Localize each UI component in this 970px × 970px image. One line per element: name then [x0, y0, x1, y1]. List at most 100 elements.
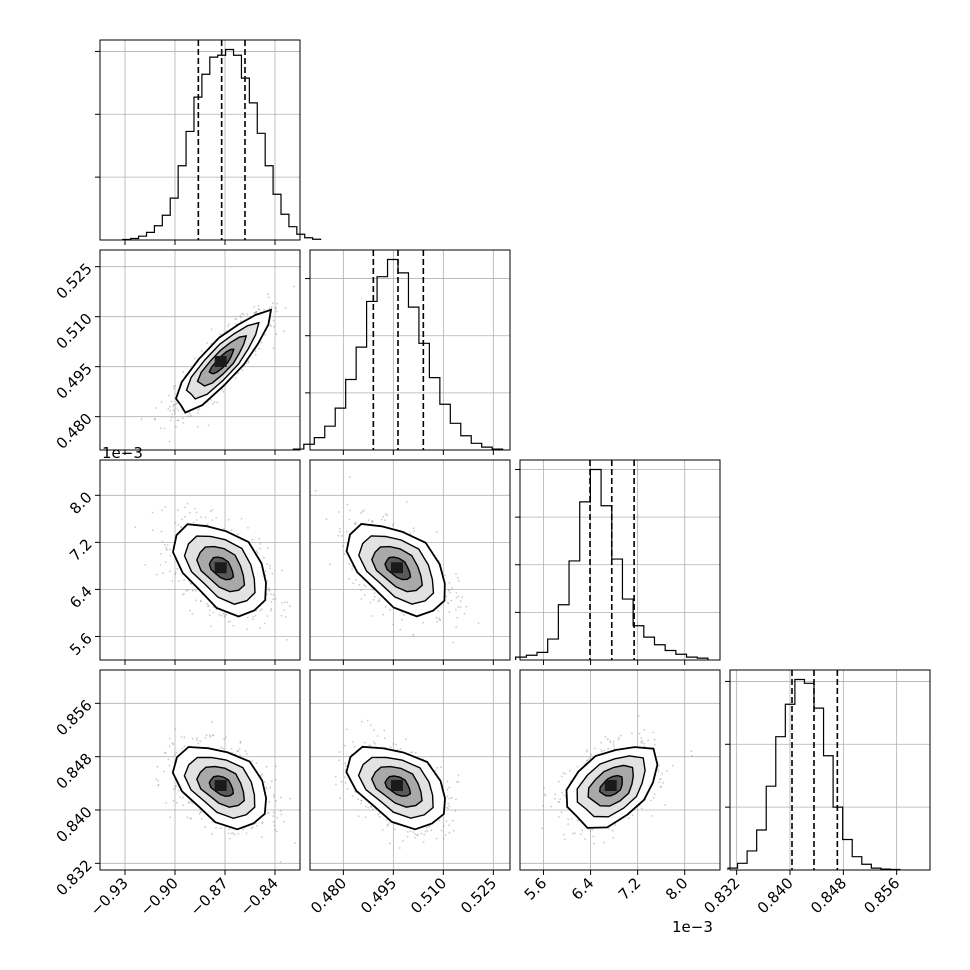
panel-2-1-point — [348, 476, 351, 478]
panel-3-2-point — [652, 731, 655, 734]
panel-1-0-point — [168, 440, 171, 443]
histogram-3-frame — [729, 669, 931, 871]
panel-2-0-point — [259, 609, 262, 612]
panel-3-1-point — [388, 842, 391, 845]
panel-2-1-point — [388, 609, 391, 611]
panel-2-1 — [309, 459, 511, 665]
panel-2-1-point — [401, 618, 403, 621]
panel-1-0-point — [172, 408, 175, 411]
panel-2-1-point — [392, 623, 395, 626]
panel-2-0-point — [184, 515, 187, 518]
panel-3-0-point — [279, 796, 282, 799]
panel-3-1-point — [414, 752, 417, 754]
panel-3-1-point — [365, 805, 367, 808]
panel-2-0-point — [280, 614, 283, 617]
panel-1-0-point — [270, 306, 273, 308]
panel-1-0-point — [198, 408, 201, 410]
panel-2-0-point — [229, 620, 232, 623]
panel-3-1-point — [360, 799, 362, 802]
panel-1-0-point — [228, 323, 230, 325]
panel-3-0-frame — [99, 669, 301, 871]
panel-1-0-point — [269, 325, 272, 327]
panel-2-0-point — [255, 550, 258, 552]
panel-3-0-point — [272, 811, 275, 814]
panel-2-0-point — [195, 519, 198, 521]
panel-2-1-point — [445, 595, 448, 598]
panel-3-0-point — [182, 796, 184, 799]
panel-3-0-point — [267, 812, 269, 814]
panel-2-1-point — [354, 578, 357, 581]
panel-2-0-point — [181, 593, 184, 596]
panel-3-0-point — [198, 812, 201, 815]
panel-3-1-point — [360, 800, 363, 802]
panel-2-1-point — [351, 565, 354, 568]
panel-2-0-point — [181, 518, 184, 521]
panel-3-1-point — [406, 835, 409, 838]
panel-3-2-point — [554, 793, 557, 796]
panel-1-0-point — [275, 310, 278, 313]
panel-3-0-point — [197, 742, 200, 745]
panel-3-0-point — [270, 780, 273, 783]
panel-2-0-point — [254, 614, 257, 617]
histogram-3-steps — [727, 678, 901, 871]
panel-1-0-point — [284, 307, 287, 309]
panel-2-0-point — [270, 609, 272, 612]
panel-2-0-point — [230, 529, 233, 532]
panel-2-1-point — [412, 633, 415, 636]
panel-3-1-point — [455, 798, 457, 801]
panel-2-1-point — [314, 489, 317, 492]
panel-1-0-point — [189, 412, 192, 415]
panel-3-1-point — [414, 836, 417, 839]
panel-1-0-point — [181, 417, 184, 420]
panel-2-1-point — [361, 510, 364, 513]
panel-2-0-point — [185, 589, 188, 592]
panel-3-1-point — [440, 829, 443, 832]
panel-2-0-point — [163, 543, 166, 546]
panel-2-1-point — [455, 608, 457, 611]
panel-1-0-point — [177, 419, 179, 422]
panel-3-1-point — [335, 783, 337, 786]
panel-1-0-point — [237, 372, 239, 375]
panel-3-1-point — [346, 788, 349, 790]
panel-2-0-point — [286, 601, 289, 604]
panel-1-0-point — [234, 377, 237, 379]
panel-3-0-peak — [214, 780, 227, 791]
panel-2-0-point — [180, 526, 183, 529]
panel-1-0-point — [254, 350, 257, 353]
panel-3-1-point — [435, 837, 438, 840]
panel-2-0 — [95, 459, 301, 665]
panel-2-0-point — [177, 580, 180, 582]
panel-2-0-point — [199, 600, 202, 603]
panel-3-0-point — [167, 758, 170, 761]
panel-2-1-point — [343, 553, 346, 556]
panel-1-0-point — [177, 409, 180, 412]
panel-3-0-content — [155, 721, 296, 863]
panel-2-1-point — [384, 605, 387, 608]
panel-3-0-point — [275, 799, 277, 802]
panel-2-0-point — [165, 546, 167, 549]
panel-2-1-point — [384, 519, 386, 522]
panel-1-0-point — [221, 388, 224, 391]
panel-3-1-point — [339, 797, 342, 799]
panel-1-0-point — [246, 313, 249, 316]
panel-3-1-point — [370, 805, 372, 808]
panel-3-1-point — [344, 782, 347, 784]
panel-2-1-point — [373, 595, 376, 598]
panel-3-2-point — [564, 838, 566, 840]
panel-3-0-point — [261, 822, 264, 825]
panel-3-0-point — [267, 812, 270, 814]
panel-2-0-point — [215, 517, 218, 519]
panel-2-1-point — [338, 530, 341, 533]
panel-2-0-point — [251, 538, 254, 541]
panel-1-0-point — [176, 419, 179, 422]
panel-3-1-point — [351, 795, 354, 797]
panel-2-0-point — [224, 616, 226, 619]
panel-3-1-point — [374, 742, 376, 745]
panel-2-1-point — [436, 620, 438, 623]
panel-3-0-point — [273, 824, 276, 827]
panel-3-1-point — [377, 813, 380, 816]
panel-2-1-point — [477, 622, 480, 625]
panel-2-0-point — [270, 607, 272, 610]
panel-3-0-point — [272, 793, 275, 796]
panel-2-1-point — [337, 534, 340, 537]
